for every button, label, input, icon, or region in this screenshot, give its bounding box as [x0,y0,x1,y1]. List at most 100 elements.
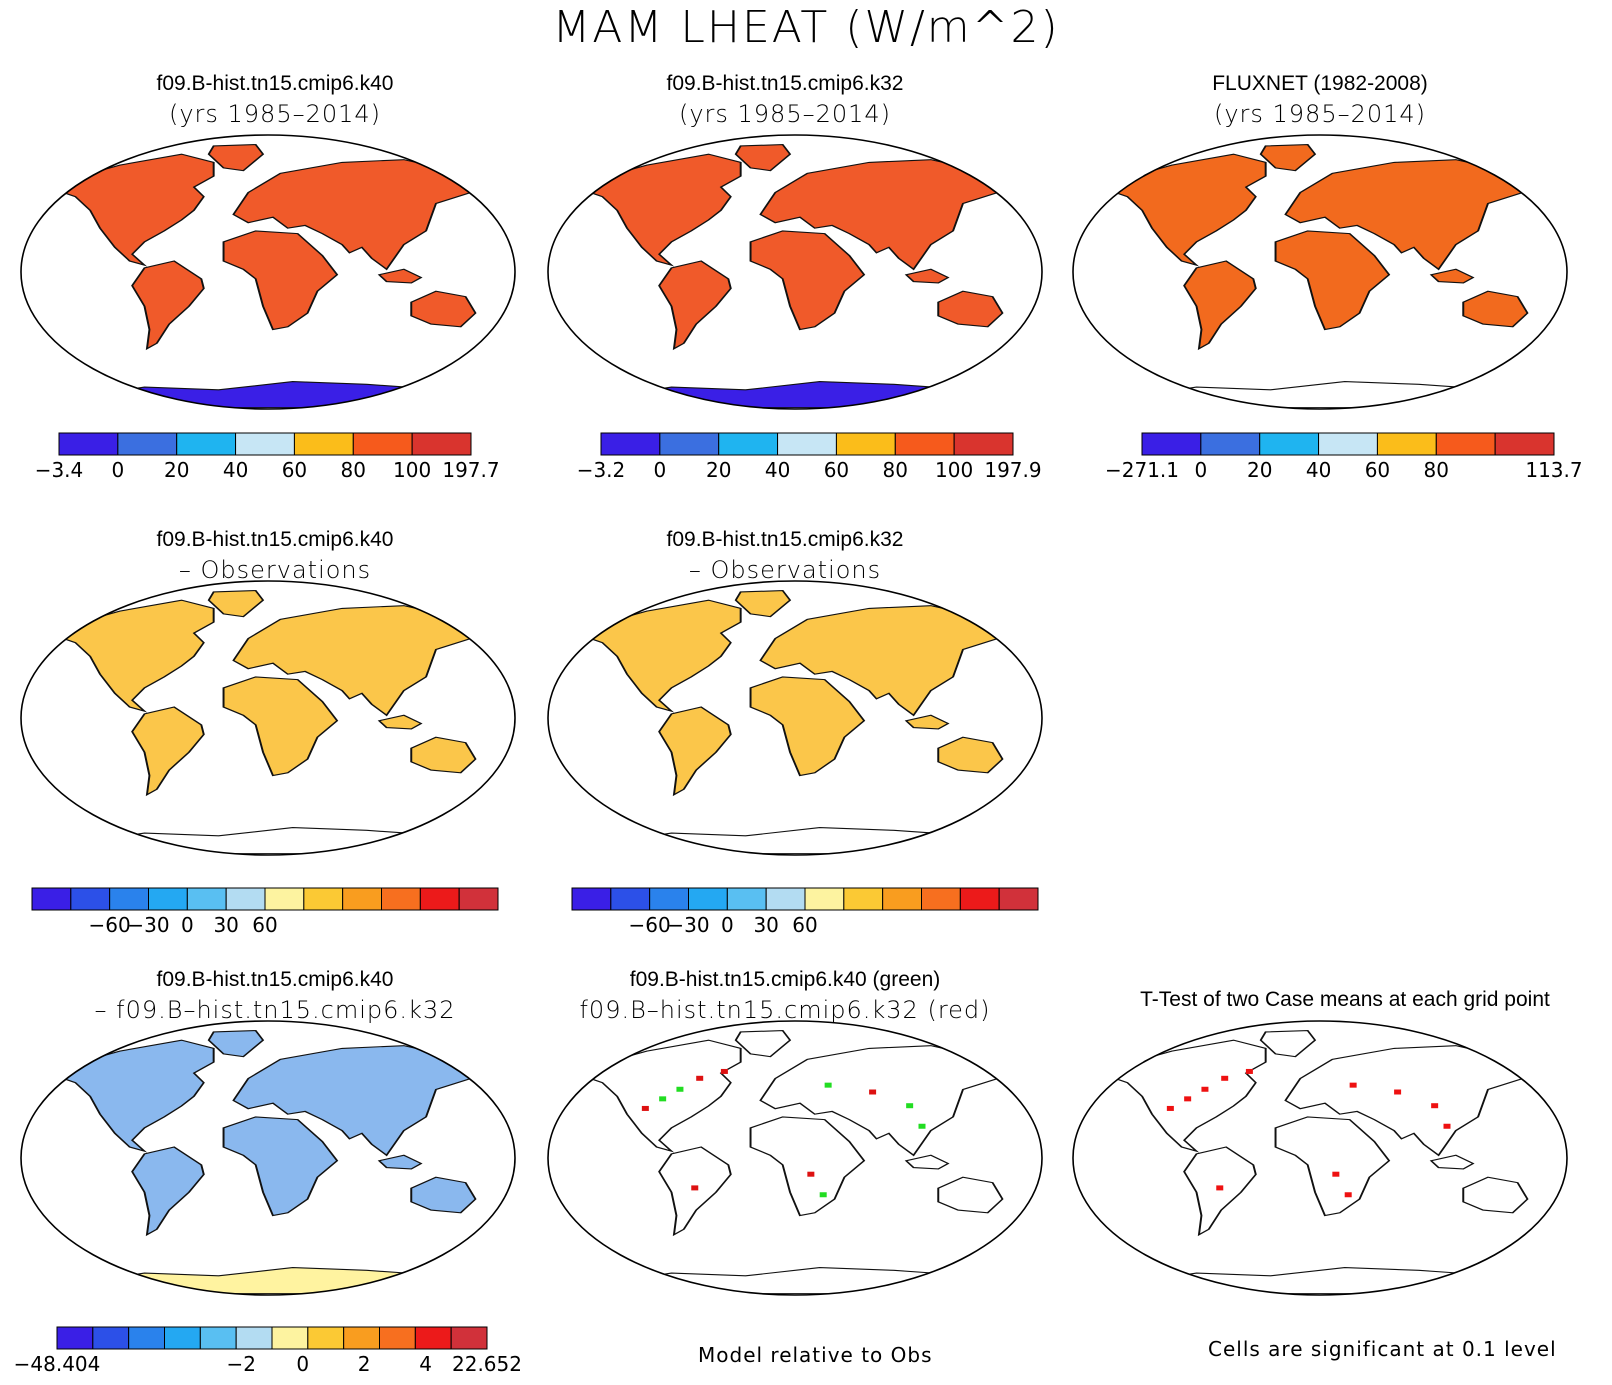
colorbar-swatch [235,1326,273,1350]
map-panel-p5 [547,580,1043,856]
colorbar-tick-label: 0 [111,458,124,482]
colorbar-swatch [414,1326,452,1350]
grid-cell-marker [819,1192,827,1198]
colorbar-swatch [411,432,472,456]
colorbar-swatch [659,432,720,456]
map-panel-p7 [20,1020,516,1296]
colorbar-tick-label: 80 [883,458,908,482]
colorbar-tick-label: 30 [213,913,238,937]
colorbar-tick-label: 0 [296,1352,309,1376]
grid-cell-marker [824,1082,832,1088]
colorbar-tick-label: 80 [341,458,366,482]
colorbar-tick-label: 100 [393,458,431,482]
colorbar-tick-label: 197.9 [984,458,1041,482]
grid-cell-marker [918,1123,926,1129]
colorbar-swatch [109,887,149,911]
grid-cell-marker [1332,1171,1340,1177]
panel-7-title: f09.B-hist.tn15.cmip6.k40 [156,968,394,991]
map-panel-p1 [20,134,516,410]
colorbar-swatch [1494,432,1555,456]
colorbar-tick-label: 60 [1365,458,1390,482]
panel-4-title: f09.B-hist.tn15.cmip6.k40 [156,528,394,551]
grid-cell-marker [1201,1086,1209,1092]
grid-cell-marker [641,1105,649,1111]
colorbar-swatch [1376,432,1437,456]
panel-5-subtitle: – Observations [688,556,882,584]
panel-3-title: FLUXNET (1982-2008) [1212,72,1428,95]
colorbar-swatch [835,432,896,456]
figure-title: MAM LHEAT (W/m^2) [552,2,1060,53]
panel-3-subtitle: (yrs 1985–2014) [1213,100,1427,128]
colorbar-swatch [998,887,1039,911]
colorbar-swatch [1435,432,1496,456]
colorbar-tick-label: −3.2 [577,458,626,482]
colorbar-swatch [343,1326,380,1350]
colorbar-tick-label: 22.652 [452,1352,522,1376]
colorbar-tick-label: −271.1 [1105,458,1179,482]
colorbar-tick-label: 40 [1306,458,1331,482]
colorbar-tick-label: −3.4 [35,458,84,482]
grid-cell-marker [1344,1192,1352,1198]
grid-cell-marker [1394,1089,1402,1095]
colorbar-tick-label: 0 [181,913,194,937]
colorbar-tick-label: 197.7 [442,458,499,482]
colorbar-swatch [1318,432,1378,456]
panel-1-subtitle: (yrs 1985–2014) [168,100,382,128]
colorbar-swatch [458,887,499,911]
colorbar-swatch [953,432,1014,456]
colorbar-swatch [688,887,728,911]
colorbar-swatch [342,887,382,911]
map-border [547,580,1043,856]
colorbar-tick-label: 113.7 [1525,458,1582,482]
colorbar-cb5: −60−30 0 30 60 [571,887,1039,937]
colorbar-swatch [225,887,266,911]
map-border [1072,134,1568,410]
grid-cell-marker [1431,1103,1439,1109]
colorbar-tick-label: 80 [1424,458,1449,482]
panel-2-title: f09.B-hist.tn15.cmip6.k32 [666,72,904,95]
colorbar-swatch [164,1326,201,1350]
colorbar-swatch [92,1326,130,1350]
colorbar-tick-label: 20 [1247,458,1272,482]
colorbar-swatch [726,887,767,911]
colorbar-tick-label: 60 [282,458,307,482]
colorbar-tick-label: −60 [89,913,131,937]
relative-note: Model relative to Obs [698,1343,933,1367]
colorbar-swatch [352,432,413,456]
colorbar-swatch [117,432,178,456]
colorbar-swatch [419,887,460,911]
colorbar-swatch [56,1326,94,1350]
colorbar-swatch [649,887,690,911]
map-panel-p9 [1072,1020,1568,1296]
colorbar-tick-label: 40 [223,458,248,482]
colorbar-swatch [303,887,344,911]
colorbar-swatch [1141,432,1202,456]
colorbar-tick-label: 60 [792,913,817,937]
map-panel-p3 [1072,134,1568,410]
colorbar-tick-label: 20 [706,458,731,482]
colorbar-swatch [264,887,305,911]
colorbar-tick-label: 0 [721,913,734,937]
panel-9-title: T-Test of two Case means at each grid po… [1140,988,1550,1011]
colorbar-swatch [571,887,612,911]
map-border [1072,1020,1568,1296]
colorbar-swatch [921,887,961,911]
colorbar-tick-label: −48.404 [14,1352,101,1376]
colorbar-swatch [843,887,884,911]
colorbar-tick-label: −2 [227,1352,256,1376]
colorbar-swatch [882,887,923,911]
colorbar-tick-label: −60 [629,913,671,937]
map-border [20,580,516,856]
colorbar-swatch [271,1326,309,1350]
colorbar-swatch [718,432,779,456]
grid-cell-marker [1216,1185,1224,1191]
panel-5-title: f09.B-hist.tn15.cmip6.k32 [666,528,904,551]
colorbar-swatch [148,887,188,911]
panel-2-subtitle: (yrs 1985–2014) [678,100,892,128]
colorbar-tick-label: 60 [824,458,849,482]
colorbar-tick-label: 2 [358,1352,371,1376]
colorbar-swatch [379,1326,416,1350]
panel-7-subtitle: – f09.B–hist.tn15.cmip6.k32 [94,996,456,1024]
grid-cell-marker [696,1075,704,1081]
